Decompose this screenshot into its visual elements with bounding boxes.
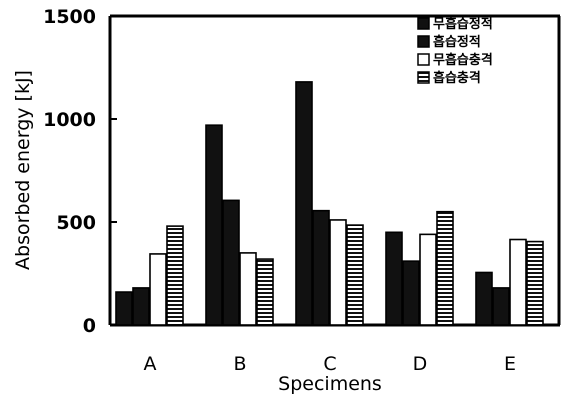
category-label: D — [413, 353, 428, 375]
bar-B-series-3 — [239, 252, 257, 326]
legend-label: 무흡습정적 — [433, 16, 493, 32]
bar-A-series-2 — [132, 287, 150, 326]
y-tick-label: 0 — [83, 315, 96, 337]
bar-C-series-4 — [346, 224, 364, 326]
category-label: B — [233, 353, 246, 375]
category-label: A — [144, 353, 157, 375]
legend-label: 흡습정적 — [433, 34, 481, 50]
bar-D-series-3 — [419, 233, 437, 326]
bar-B-series-1 — [205, 124, 223, 326]
bar-D-series-1 — [385, 231, 403, 326]
y-tick-label: 1000 — [43, 109, 96, 131]
category-label: C — [323, 353, 336, 375]
bar-E-series-3 — [509, 238, 527, 326]
bar-B-series-4 — [256, 258, 274, 326]
bar-A-series-3 — [149, 253, 167, 326]
y-axis-title: Absorbed energy [kJ] — [12, 70, 34, 270]
bar-B-series-2 — [222, 199, 240, 326]
legend-label: 무흡습충격 — [433, 52, 493, 68]
bar-A-series-4 — [166, 225, 184, 326]
bar-E-series-4 — [526, 240, 544, 326]
bar-A-series-1 — [115, 291, 133, 326]
bar-E-series-2 — [492, 287, 510, 326]
bar-C-series-2 — [312, 209, 330, 326]
bar-D-series-4 — [436, 210, 454, 326]
bars — [115, 81, 544, 326]
bar-C-series-1 — [295, 81, 313, 326]
y-tick-labels: 0 500 1000 1500 — [43, 6, 96, 337]
category-labels: A B C D E — [144, 353, 517, 375]
y-tick-label: 1500 — [43, 6, 96, 28]
x-axis-title: Specimens — [278, 373, 382, 395]
legend-swatch — [417, 35, 430, 48]
legend-swatch — [417, 71, 430, 84]
legend-swatch — [417, 17, 430, 30]
category-label: E — [504, 353, 516, 375]
bar-D-series-2 — [402, 260, 420, 326]
bar-E-series-1 — [475, 271, 493, 326]
y-tick-label: 500 — [56, 212, 96, 234]
bar-C-series-3 — [329, 219, 347, 326]
legend-swatch — [417, 53, 430, 66]
legend-label: 흡습충격 — [433, 70, 481, 86]
